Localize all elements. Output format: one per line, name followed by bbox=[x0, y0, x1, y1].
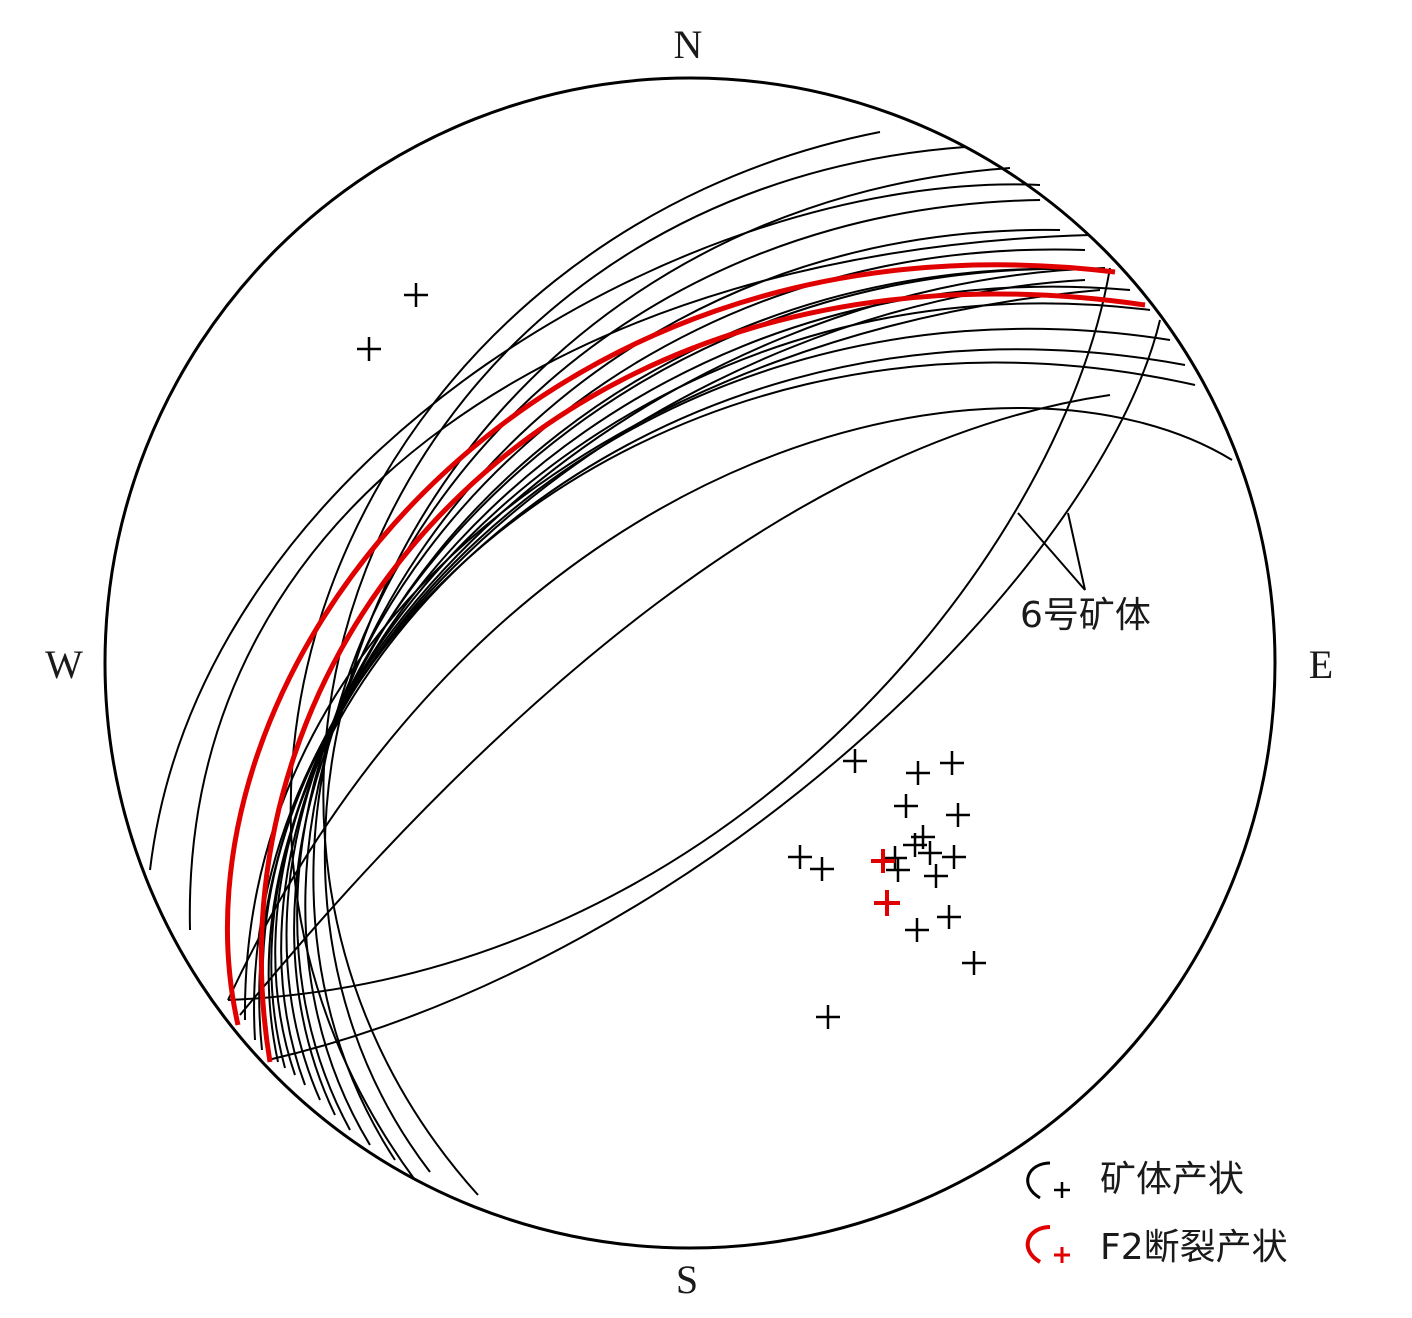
compass-north-label: N bbox=[674, 22, 703, 67]
legend-ore-body-label: 矿体产状 bbox=[1100, 1159, 1244, 1200]
great-circle-arc bbox=[304, 228, 1061, 1146]
compass-east-label: E bbox=[1309, 642, 1333, 687]
pole-cross bbox=[894, 794, 918, 818]
great-circle-arc bbox=[270, 327, 1171, 1069]
f2-fault-great-circles bbox=[225, 262, 1146, 1063]
pole-cross bbox=[924, 864, 948, 888]
ore-body-6-label: 6号矿体 bbox=[1020, 595, 1151, 636]
legend-f2-fault-symbol bbox=[1025, 1225, 1070, 1264]
ore-body-poles bbox=[357, 283, 986, 1029]
f2-great-circle-arc bbox=[258, 291, 1146, 1063]
f2-great-circle-arc bbox=[225, 262, 1116, 1026]
great-circle-arc bbox=[267, 319, 1161, 1061]
primitive-circle bbox=[103, 76, 1277, 1250]
pole-cross bbox=[810, 857, 834, 881]
legend-ore-body-symbol bbox=[1026, 1161, 1070, 1200]
pole-cross bbox=[962, 951, 986, 975]
pole-cross bbox=[788, 845, 812, 869]
pole-cross bbox=[404, 283, 428, 307]
great-circle-arc bbox=[253, 279, 1086, 1041]
great-circle-arc bbox=[149, 183, 1041, 871]
great-circle-arc bbox=[274, 302, 1151, 1076]
pole-cross bbox=[903, 833, 927, 857]
pole-cross bbox=[886, 858, 910, 882]
ore-body-great-circles bbox=[149, 131, 1233, 1196]
pole-cross bbox=[940, 751, 964, 775]
great-circle-arc bbox=[188, 234, 1091, 931]
great-circle-arc bbox=[285, 267, 1111, 1101]
pole-cross bbox=[357, 337, 381, 361]
compass-west-label: W bbox=[45, 642, 83, 687]
ore-body-6-leader-lines bbox=[1017, 512, 1086, 591]
pole-cross bbox=[843, 749, 867, 773]
pole-cross bbox=[905, 918, 929, 942]
f2-pole-cross bbox=[871, 849, 895, 873]
pole-cross bbox=[816, 1005, 840, 1029]
compass-south-label: S bbox=[676, 1257, 698, 1302]
pole-cross bbox=[883, 846, 907, 870]
great-circle-arc bbox=[227, 267, 1111, 1001]
pole-cross bbox=[946, 803, 970, 827]
pole-cross bbox=[906, 761, 930, 785]
f2-fault-poles bbox=[871, 849, 900, 916]
great-circle-arc bbox=[227, 406, 1233, 1001]
f2-pole-cross bbox=[874, 890, 900, 916]
great-circle-arc bbox=[239, 394, 1111, 1016]
great-circle-arc bbox=[280, 285, 1131, 1086]
pole-cross bbox=[937, 905, 961, 929]
pole-cross bbox=[918, 841, 942, 865]
legend: 矿体产状 F2断裂产状 bbox=[1025, 1159, 1288, 1268]
pole-cross bbox=[942, 845, 966, 869]
great-circle-arc bbox=[323, 167, 1011, 1173]
legend-f2-fault-label: F2断裂产状 bbox=[1100, 1227, 1288, 1268]
